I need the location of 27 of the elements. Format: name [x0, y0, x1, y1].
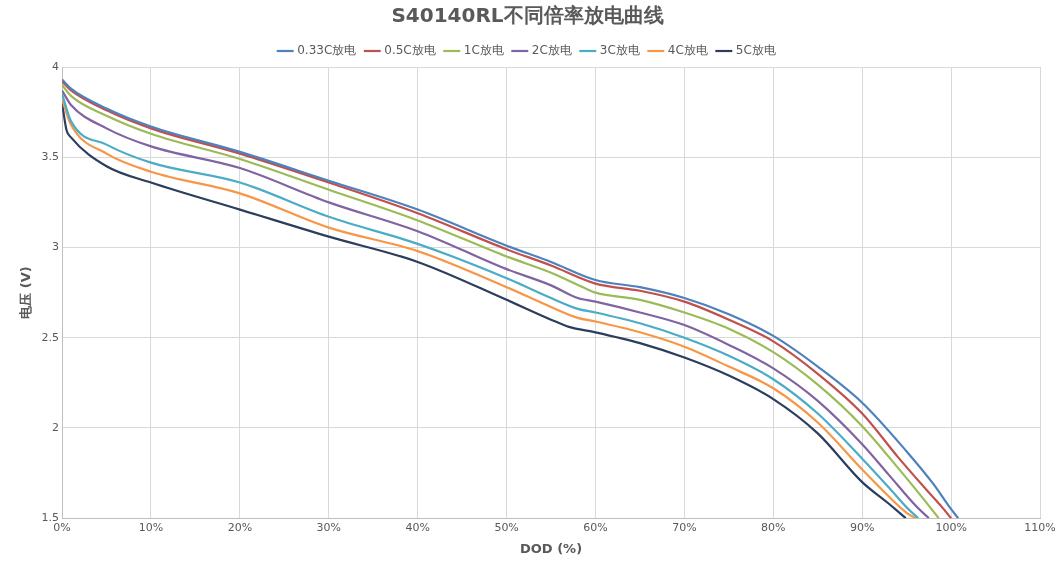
- legend-label: 5C放电: [735, 43, 776, 58]
- x-tick-label: 50%: [494, 520, 519, 534]
- x-tick-label: 20%: [227, 520, 253, 534]
- legend-label: 3C放电: [599, 43, 640, 58]
- x-tick-label: 0%: [53, 520, 71, 534]
- x-tick-label: 90%: [849, 520, 875, 534]
- y-tick-label: 3: [52, 240, 60, 254]
- y-tick-label: 2: [52, 420, 60, 434]
- y-axis-title: 电压 (V): [18, 266, 34, 319]
- y-tick-label: 2.5: [41, 330, 60, 344]
- x-tick-label: 80%: [761, 520, 786, 534]
- x-tick-label: 40%: [405, 520, 430, 534]
- x-tick-label: 70%: [672, 520, 697, 534]
- legend-label: 0.5C放电: [384, 43, 436, 58]
- legend-label: 2C放电: [531, 43, 572, 58]
- x-axis-title: DOD (%): [520, 540, 583, 556]
- y-tick-label: 3.5: [41, 150, 60, 164]
- x-tick-label: 60%: [583, 520, 608, 534]
- legend-label: 0.33C放电: [297, 43, 357, 58]
- legend-label: 4C放电: [667, 43, 708, 58]
- chart-title: S40140RL不同倍率放电曲线: [391, 3, 664, 28]
- x-tick-label: 10%: [138, 520, 164, 534]
- x-tick-label: 30%: [316, 520, 342, 534]
- x-tick-label: 100%: [935, 520, 967, 534]
- y-tick-label: 4: [52, 59, 60, 73]
- legend-label: 1C放电: [463, 43, 504, 58]
- x-tick-label: 110%: [1024, 520, 1056, 534]
